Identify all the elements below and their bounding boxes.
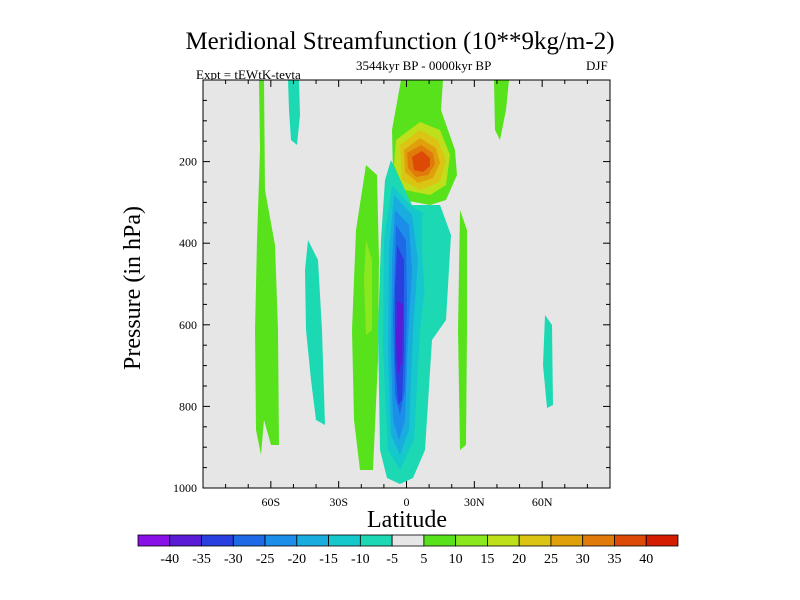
colorbar-label: 40 xyxy=(639,552,653,567)
y-tick-label: 400 xyxy=(179,236,197,250)
contour-region xyxy=(458,210,467,450)
contour-fills xyxy=(255,80,553,484)
x-tick-label: 60S xyxy=(261,495,280,509)
colorbar-label: 15 xyxy=(480,552,494,567)
colorbar-label: -25 xyxy=(256,552,275,567)
colorbar-label: 35 xyxy=(607,552,621,567)
colorbar-label: 20 xyxy=(512,552,526,567)
contour-region xyxy=(412,151,430,172)
colorbar-swatch xyxy=(614,534,647,547)
y-axis: 200 400 600 800 1000 xyxy=(173,99,610,495)
y-tick-label: 1000 xyxy=(173,481,197,495)
contour-region xyxy=(288,80,300,145)
y-tick-label: 600 xyxy=(179,318,197,332)
colorbar-swatch xyxy=(232,534,266,547)
y-tick-label: 800 xyxy=(179,399,197,413)
x-axis-label: Latitude xyxy=(367,507,447,533)
colorbar-swatch xyxy=(201,534,234,547)
colorbar-label: -30 xyxy=(224,552,243,567)
colorbar-label: 5 xyxy=(420,552,427,567)
colorbar-label: 10 xyxy=(449,552,463,567)
colorbar-swatch xyxy=(359,534,393,547)
x-axis: 60S 30S 0 30N 60N xyxy=(225,80,588,509)
colorbar-swatch xyxy=(645,534,679,547)
contour-region xyxy=(305,240,325,425)
colorbar-swatch xyxy=(582,534,615,547)
contour-region xyxy=(255,80,279,455)
x-tick-label: 60N xyxy=(532,495,553,509)
colorbar-swatch xyxy=(328,534,361,547)
colorbar-label: -20 xyxy=(287,552,306,567)
colorbar-swatch xyxy=(455,534,488,547)
chart-title: Meridional Streamfunction (10**9kg/m-2) xyxy=(185,28,615,55)
colorbar-label: -10 xyxy=(351,552,370,567)
colorbar-swatch xyxy=(137,534,171,547)
colorbar-swatch xyxy=(264,534,298,547)
experiment-label: Expt = tEWtK-tevta xyxy=(196,67,301,82)
colorbar-label: -40 xyxy=(160,552,179,567)
colorbar-swatch xyxy=(487,534,520,547)
colorbar: -40 -35 -30 -25 -20 -15 -10 -5 5 10 15 20 25 30 35 40 xyxy=(137,534,679,567)
contour-region xyxy=(422,210,449,330)
colorbar-label: -35 xyxy=(192,552,211,567)
x-tick-label: 30S xyxy=(329,495,348,509)
colorbar-swatch xyxy=(296,534,329,547)
x-tick-label: 30N xyxy=(464,495,485,509)
contour-region xyxy=(364,240,372,335)
colorbar-label: 25 xyxy=(544,552,558,567)
colorbar-label: -15 xyxy=(319,552,338,567)
contour-region xyxy=(396,300,403,375)
season-label: DJF xyxy=(586,58,608,73)
y-axis-label: Pressure (in hPa) xyxy=(120,206,146,370)
colorbar-swatch xyxy=(391,534,425,547)
colorbar-label: -5 xyxy=(386,552,398,567)
colorbar-swatch xyxy=(550,534,584,547)
colorbar-label: 30 xyxy=(576,552,590,567)
contour-region xyxy=(494,80,509,140)
x-tick-label: 0 xyxy=(404,495,410,509)
colorbar-swatch xyxy=(169,534,202,547)
contour-region xyxy=(543,315,553,408)
colorbar-swatch xyxy=(423,534,457,547)
chart-subtitle: 3544kyr BP - 0000kyr BP xyxy=(356,58,492,73)
colorbar-swatch xyxy=(518,534,552,547)
y-tick-label: 200 xyxy=(179,155,197,169)
